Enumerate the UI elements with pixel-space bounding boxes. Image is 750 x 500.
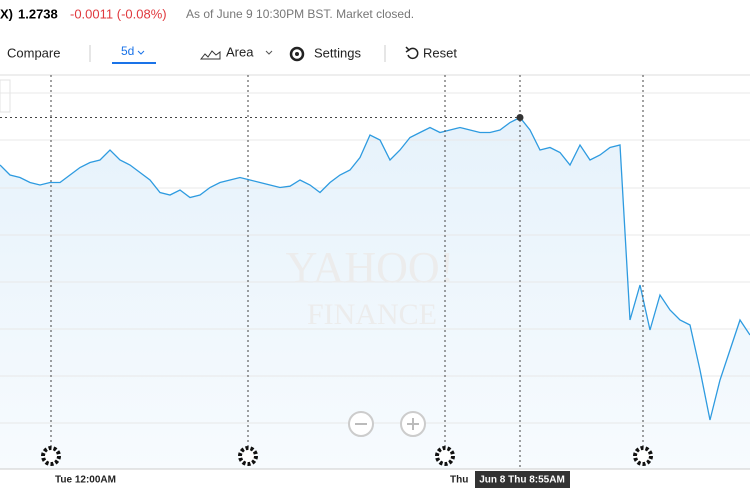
input-box — [0, 79, 11, 113]
reset-button[interactable]: Reset — [423, 45, 457, 60]
compare-button[interactable]: Compare — [7, 45, 60, 60]
event-icons — [41, 446, 653, 466]
watermark: FINANCE — [307, 298, 437, 331]
x-tick-label: Thu — [450, 475, 468, 486]
chart-type-button[interactable]: Area — [226, 44, 254, 59]
event-icon[interactable] — [633, 446, 653, 466]
grid — [0, 92, 750, 424]
zoom-in-icon — [407, 418, 419, 430]
event-lines — [50, 75, 644, 455]
watermark: YAHOO! — [286, 243, 455, 292]
status: As of June 9 10:30PM BST. Market closed. — [186, 7, 414, 21]
crosshair-dot — [516, 114, 524, 121]
settings-button[interactable]: Settings — [314, 45, 361, 60]
x-tick-label: Tue 12:00AM — [55, 475, 116, 486]
plot-area: YAHOO! FINANCE Tue 12:00AM Thu Jun 8 Thu… — [0, 75, 750, 488]
settings-icon — [289, 46, 305, 62]
change: -0.0011 (-0.08%) — [70, 6, 167, 21]
reset-icon-arrow — [405, 46, 411, 53]
reset-icon — [407, 47, 419, 60]
chevron — [137, 50, 145, 55]
crosshair-label: Jun 8 Thu 8:55AM — [479, 475, 565, 486]
area-icon — [199, 50, 221, 60]
range-button[interactable]: 5d — [121, 44, 134, 58]
price: 1.2738 — [18, 6, 58, 21]
chevron — [265, 50, 273, 55]
symbol: X) — [0, 6, 13, 21]
area-fill — [0, 117, 750, 469]
price-line — [0, 116, 750, 421]
settings-icon-center — [295, 52, 299, 56]
event-icon[interactable] — [238, 446, 258, 466]
event-icon[interactable] — [435, 446, 455, 466]
crosshair-label-bg — [475, 471, 570, 488]
event-icon[interactable] — [41, 446, 61, 466]
